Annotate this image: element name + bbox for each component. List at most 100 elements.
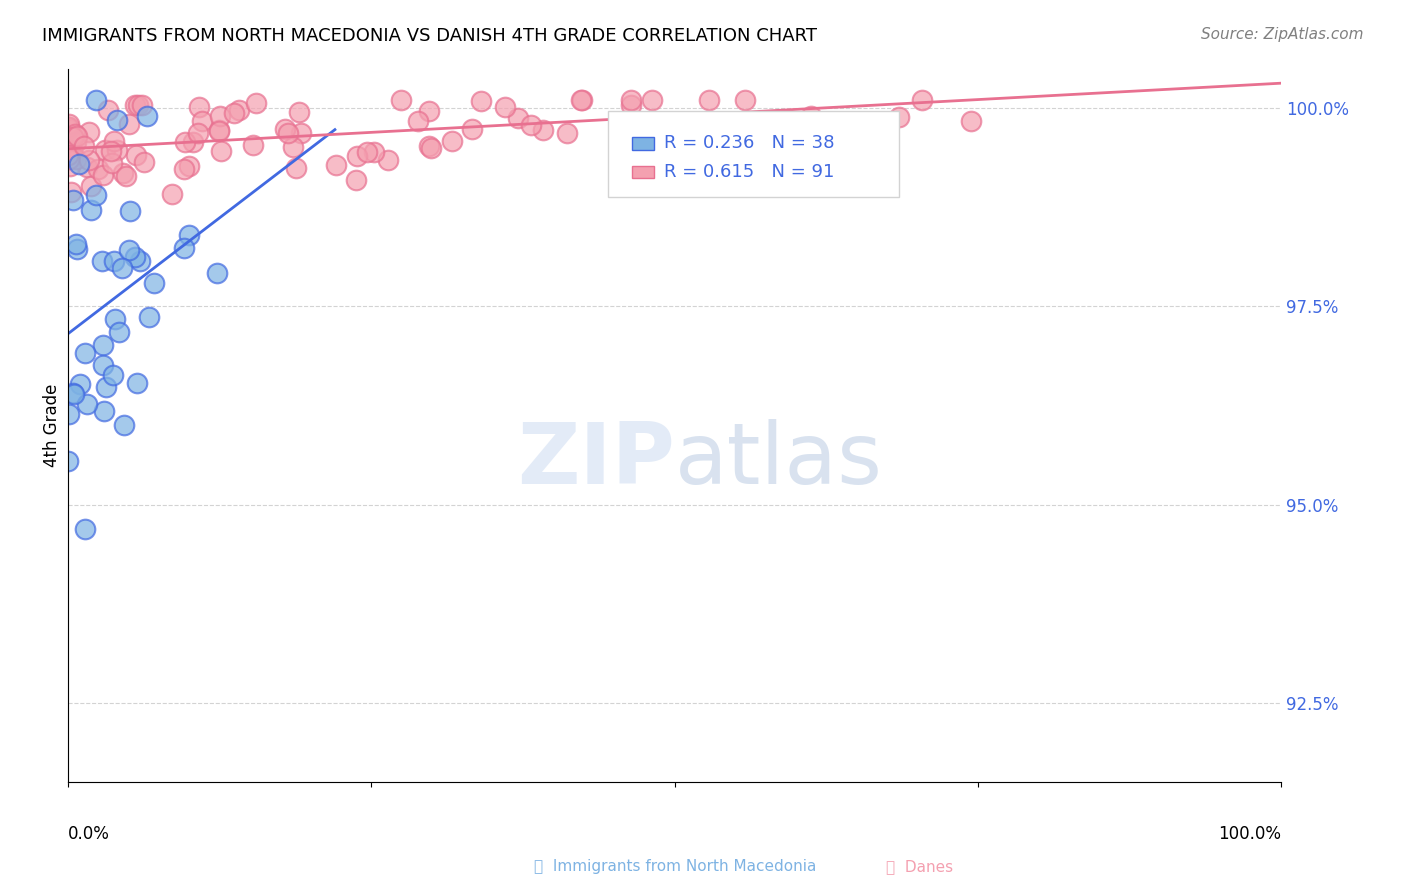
- Point: [461, 122, 484, 136]
- Point: [910, 93, 932, 107]
- Point: [363, 145, 385, 159]
- Point: [173, 162, 195, 177]
- Point: [208, 123, 231, 137]
- Point: [142, 276, 165, 290]
- Point: [58, 148, 80, 162]
- Point: [520, 118, 543, 132]
- Point: [67, 157, 90, 171]
- Point: [111, 261, 134, 276]
- Point: [620, 98, 643, 112]
- Point: [58, 120, 80, 135]
- Point: [134, 154, 156, 169]
- Point: [62, 150, 84, 164]
- Point: [125, 148, 148, 162]
- Point: [56, 120, 79, 135]
- Point: [228, 103, 250, 117]
- Point: [73, 346, 96, 360]
- Point: [174, 135, 197, 149]
- Point: [87, 161, 110, 176]
- Point: [69, 376, 91, 391]
- Point: [889, 110, 911, 124]
- Point: [118, 243, 141, 257]
- Point: [325, 158, 347, 172]
- Point: [571, 93, 593, 107]
- Point: [66, 242, 89, 256]
- Point: [104, 312, 127, 326]
- Point: [209, 145, 232, 159]
- Point: [112, 417, 135, 432]
- Text: 100.0%: 100.0%: [1218, 825, 1281, 843]
- Point: [734, 93, 756, 107]
- Point: [131, 97, 153, 112]
- Point: [84, 188, 107, 202]
- Point: [58, 453, 80, 467]
- Point: [346, 149, 368, 163]
- Text: ⬜  Immigrants from North Macedonia: ⬜ Immigrants from North Macedonia: [534, 859, 817, 874]
- Point: [120, 203, 142, 218]
- Point: [389, 93, 412, 107]
- Point: [103, 254, 125, 268]
- Point: [76, 397, 98, 411]
- Point: [245, 96, 267, 111]
- Point: [112, 166, 135, 180]
- Point: [118, 118, 141, 132]
- Point: [91, 168, 114, 182]
- Point: [58, 407, 80, 421]
- Point: [179, 228, 201, 243]
- Point: [187, 126, 209, 140]
- Point: [97, 103, 120, 117]
- Point: [58, 122, 80, 136]
- Text: atlas: atlas: [675, 419, 883, 502]
- Point: [60, 186, 83, 200]
- Point: [406, 114, 429, 128]
- Point: [124, 98, 146, 112]
- Text: ⬜  Danes: ⬜ Danes: [886, 859, 953, 874]
- Point: [58, 117, 80, 131]
- Point: [242, 137, 264, 152]
- Point: [62, 193, 84, 207]
- Point: [641, 93, 664, 107]
- Point: [124, 250, 146, 264]
- Point: [697, 93, 720, 107]
- Point: [65, 152, 87, 166]
- Point: [63, 386, 86, 401]
- Point: [105, 113, 128, 128]
- Point: [101, 156, 124, 170]
- Point: [531, 122, 554, 136]
- Point: [79, 125, 101, 139]
- Point: [76, 161, 98, 175]
- Text: 0.0%: 0.0%: [67, 825, 110, 843]
- Point: [800, 109, 823, 123]
- Point: [94, 143, 117, 157]
- Point: [284, 161, 307, 176]
- Point: [290, 126, 312, 140]
- Point: [470, 94, 492, 108]
- FancyBboxPatch shape: [607, 112, 898, 197]
- Point: [108, 325, 131, 339]
- Point: [86, 93, 108, 107]
- Point: [830, 120, 852, 134]
- Point: [441, 134, 464, 148]
- Point: [91, 338, 114, 352]
- Text: IMMIGRANTS FROM NORTH MACEDONIA VS DANISH 4TH GRADE CORRELATION CHART: IMMIGRANTS FROM NORTH MACEDONIA VS DANIS…: [42, 27, 817, 45]
- Point: [100, 145, 122, 159]
- Point: [181, 136, 204, 150]
- Point: [418, 138, 440, 153]
- Point: [207, 122, 229, 136]
- Point: [177, 159, 200, 173]
- Point: [62, 386, 84, 401]
- Point: [190, 114, 212, 128]
- Point: [205, 266, 228, 280]
- Point: [80, 178, 103, 193]
- Point: [274, 121, 297, 136]
- Point: [101, 368, 124, 383]
- Point: [77, 153, 100, 168]
- Point: [136, 109, 159, 123]
- Point: [283, 140, 305, 154]
- Point: [224, 106, 246, 120]
- Point: [73, 139, 96, 153]
- Point: [418, 104, 440, 119]
- Point: [90, 254, 112, 268]
- Point: [114, 169, 136, 183]
- Point: [60, 143, 83, 157]
